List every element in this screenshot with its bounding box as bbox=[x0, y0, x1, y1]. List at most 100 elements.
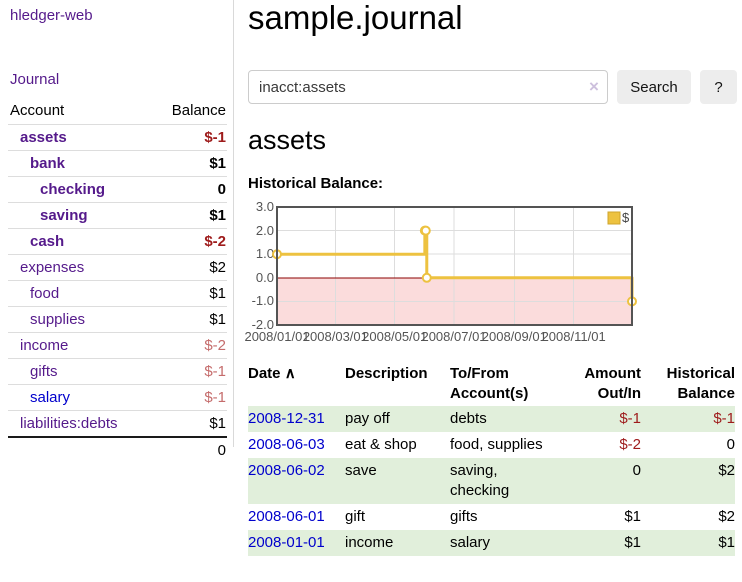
account-link[interactable]: income bbox=[20, 337, 69, 354]
accounts-header-row: Account Balance bbox=[8, 98, 227, 125]
account-balance: $-1 bbox=[151, 124, 227, 151]
register-description-cell: pay off bbox=[345, 410, 390, 427]
register-header-4: Historical Balance bbox=[666, 365, 735, 402]
account-link[interactable]: food bbox=[30, 285, 60, 302]
account-row: saving $1 bbox=[8, 202, 227, 229]
register-date-link[interactable]: 2008-06-02 bbox=[248, 462, 325, 479]
account-link[interactable]: expenses bbox=[20, 259, 85, 276]
register-row: 2008-06-03 eat & shop food, supplies $-2 0 bbox=[248, 432, 735, 458]
account-balance: $-1 bbox=[151, 358, 227, 385]
account-row: gifts $-1 bbox=[8, 358, 227, 385]
account-cell: gifts bbox=[8, 358, 152, 385]
account-row: salary $-1 bbox=[8, 384, 227, 411]
account-link[interactable]: assets bbox=[20, 129, 67, 146]
register-amount-cell: $1 bbox=[624, 534, 641, 551]
account-row: checking 0 bbox=[8, 176, 227, 203]
register-row: 2008-12-31 pay off debts $-1 $-1 bbox=[248, 406, 735, 432]
account-row: expenses $2 bbox=[8, 254, 227, 281]
x-tick-label: 2008/07/01 bbox=[421, 329, 486, 344]
register-accounts-cell: gifts bbox=[450, 508, 478, 525]
account-link[interactable]: supplies bbox=[30, 311, 86, 328]
register-amount-cell: $-2 bbox=[619, 436, 641, 453]
account-balance: $-2 bbox=[151, 332, 227, 359]
chart-data-point bbox=[421, 272, 432, 283]
account-balance: $1 bbox=[151, 280, 227, 307]
search-button[interactable]: Search bbox=[617, 70, 691, 104]
x-tick-label: 2008/03/01 bbox=[303, 329, 368, 344]
account-link[interactable]: checking bbox=[40, 181, 106, 198]
accounts-table: Account Balance assets $-1 bank $1 checking 0… bbox=[8, 98, 227, 463]
account-link[interactable]: gifts bbox=[30, 363, 58, 380]
account-cell: saving bbox=[8, 202, 152, 229]
y-tick-label: 2.0 bbox=[255, 222, 274, 238]
account-cell: supplies bbox=[8, 306, 152, 333]
accounts-total-row: 0 bbox=[8, 436, 227, 463]
historical-balance-chart: 3.0 2.0 1.0 0.0 -1.0 -2.0 $2008/01/01 2008/03/… bbox=[244, 200, 742, 350]
y-tick-label: -2.0 bbox=[251, 317, 274, 332]
account-row: assets $-1 bbox=[8, 124, 227, 151]
account-link[interactable]: saving bbox=[40, 207, 88, 224]
register-header-0[interactable]: Date ∧ bbox=[248, 365, 296, 382]
sidebar-divider bbox=[233, 0, 234, 447]
accounts-total-spacer bbox=[8, 436, 152, 463]
register-date-link[interactable]: 2008-06-03 bbox=[248, 436, 325, 453]
account-row: food $1 bbox=[8, 280, 227, 307]
account-row: cash $-2 bbox=[8, 228, 227, 255]
register-description-cell: gift bbox=[345, 508, 366, 525]
x-tick-label: 2008/11/01 bbox=[542, 329, 606, 344]
x-tick-label: 2008/05/01 bbox=[362, 329, 427, 344]
register-description-cell: income bbox=[345, 534, 394, 551]
account-link[interactable]: liabilities:debts bbox=[20, 415, 118, 432]
account-link[interactable]: bank bbox=[30, 155, 66, 172]
account-balance: $1 bbox=[151, 410, 227, 437]
account-balance: $1 bbox=[151, 150, 227, 177]
register-header-2: To/From Account(s) bbox=[450, 365, 529, 402]
register-row: 2008-06-02 save saving, checking 0 $2 bbox=[248, 458, 735, 504]
help-button[interactable]: ? bbox=[700, 70, 737, 104]
page-title: sample.journal bbox=[248, 0, 463, 36]
register-accounts-cell: saving, checking bbox=[450, 462, 510, 499]
accounts-header-account: Account bbox=[10, 102, 65, 119]
register-date-cell: 2008-06-03 bbox=[248, 432, 345, 458]
register-accounts-cell: food, supplies bbox=[450, 436, 543, 453]
register-amount-cell: $1 bbox=[624, 508, 641, 525]
accounts-total-value: 0 bbox=[151, 436, 227, 463]
register-header-row: Date ∧ Description To/From Account(s) Amoun… bbox=[248, 362, 735, 406]
account-balance: 0 bbox=[151, 176, 227, 203]
account-cell: food bbox=[8, 280, 152, 307]
account-row: income $-2 bbox=[8, 332, 227, 359]
account-cell: income bbox=[8, 332, 152, 359]
register-accounts-cell: salary bbox=[450, 534, 491, 551]
y-tick-label: 0.0 bbox=[255, 269, 274, 285]
register-balance-cell: $1 bbox=[718, 534, 735, 551]
account-cell: assets bbox=[8, 124, 152, 151]
account-heading: assets bbox=[248, 125, 327, 155]
search-input[interactable] bbox=[248, 70, 608, 104]
account-balance: $1 bbox=[151, 202, 227, 229]
register-date-cell: 2008-06-01 bbox=[248, 504, 345, 530]
balance-chart-plot[interactable]: $2008/01/012008/03/012008/05/012008/07/0… bbox=[244, 200, 742, 348]
register-date-cell: 2008-01-01 bbox=[248, 530, 345, 556]
chart-heading: Historical Balance: bbox=[248, 175, 384, 192]
account-cell: salary bbox=[8, 384, 152, 411]
register-date-link[interactable]: 2008-06-01 bbox=[248, 508, 325, 525]
brand-link[interactable]: hledger-web bbox=[10, 7, 93, 24]
plot-border bbox=[276, 206, 633, 326]
clear-search-icon[interactable]: × bbox=[589, 77, 599, 96]
account-link[interactable]: cash bbox=[30, 233, 65, 250]
register-description-cell: save bbox=[345, 462, 377, 479]
register-date-link[interactable]: 2008-12-31 bbox=[248, 410, 325, 427]
register-row: 2008-06-01 gift gifts $1 $2 bbox=[248, 504, 735, 530]
chart-data-point bbox=[420, 225, 431, 236]
account-cell: checking bbox=[8, 176, 152, 203]
account-link[interactable]: salary bbox=[30, 389, 71, 406]
register-date-cell: 2008-06-02 bbox=[248, 458, 345, 504]
register-date-link[interactable]: 2008-01-01 bbox=[248, 534, 325, 551]
x-tick-label: 2008/09/01 bbox=[482, 329, 547, 344]
sidebar-item-journal[interactable]: Journal bbox=[10, 71, 60, 88]
account-row: supplies $1 bbox=[8, 306, 227, 333]
register-date-cell: 2008-12-31 bbox=[248, 406, 345, 432]
account-cell: cash bbox=[8, 228, 152, 255]
account-cell: liabilities:debts bbox=[8, 410, 152, 437]
